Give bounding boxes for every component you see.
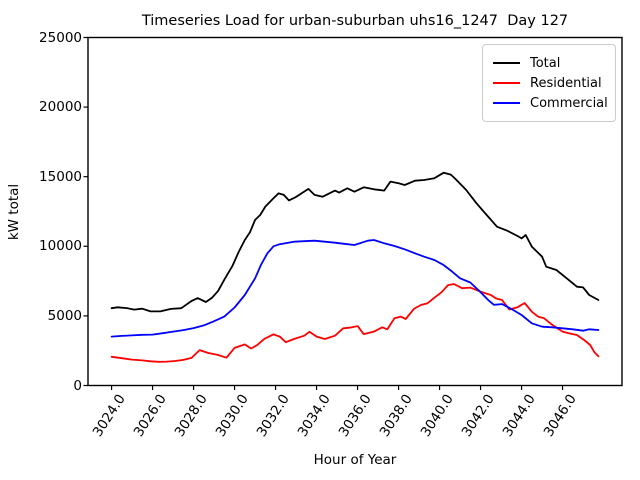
y-axis-title: kW total <box>6 183 22 241</box>
legend-row-commercial: Commercial <box>493 94 608 112</box>
y-tick-label: 15000 <box>39 168 82 185</box>
x-axis-title: Hour of Year <box>313 452 397 468</box>
series-line-commercial <box>110 239 600 338</box>
y-tick-label: 5000 <box>47 307 82 324</box>
legend-label-commercial: Commercial <box>530 95 608 111</box>
total-line-swatch <box>493 62 520 64</box>
y-tick-label: 20000 <box>39 99 82 116</box>
chart-title: Timeseries Load for urban-suburban uhs16… <box>141 13 569 29</box>
y-tick-label: 25000 <box>39 29 82 46</box>
series-line-total <box>110 171 600 313</box>
legend-row-total: Total <box>493 54 605 72</box>
y-tick-label: 0 <box>73 377 82 394</box>
commercial-line-swatch <box>493 102 520 104</box>
legend-label-total: Total <box>530 55 561 71</box>
series-line-residential <box>110 283 600 363</box>
legend-row-residential: Residential <box>493 74 605 92</box>
legend-label-residential: Residential <box>530 75 602 91</box>
y-tick-label: 10000 <box>39 238 82 255</box>
residential-line-swatch <box>493 82 520 84</box>
axes-frame <box>87 36 623 387</box>
legend: Total Residential Commercial <box>482 44 616 122</box>
